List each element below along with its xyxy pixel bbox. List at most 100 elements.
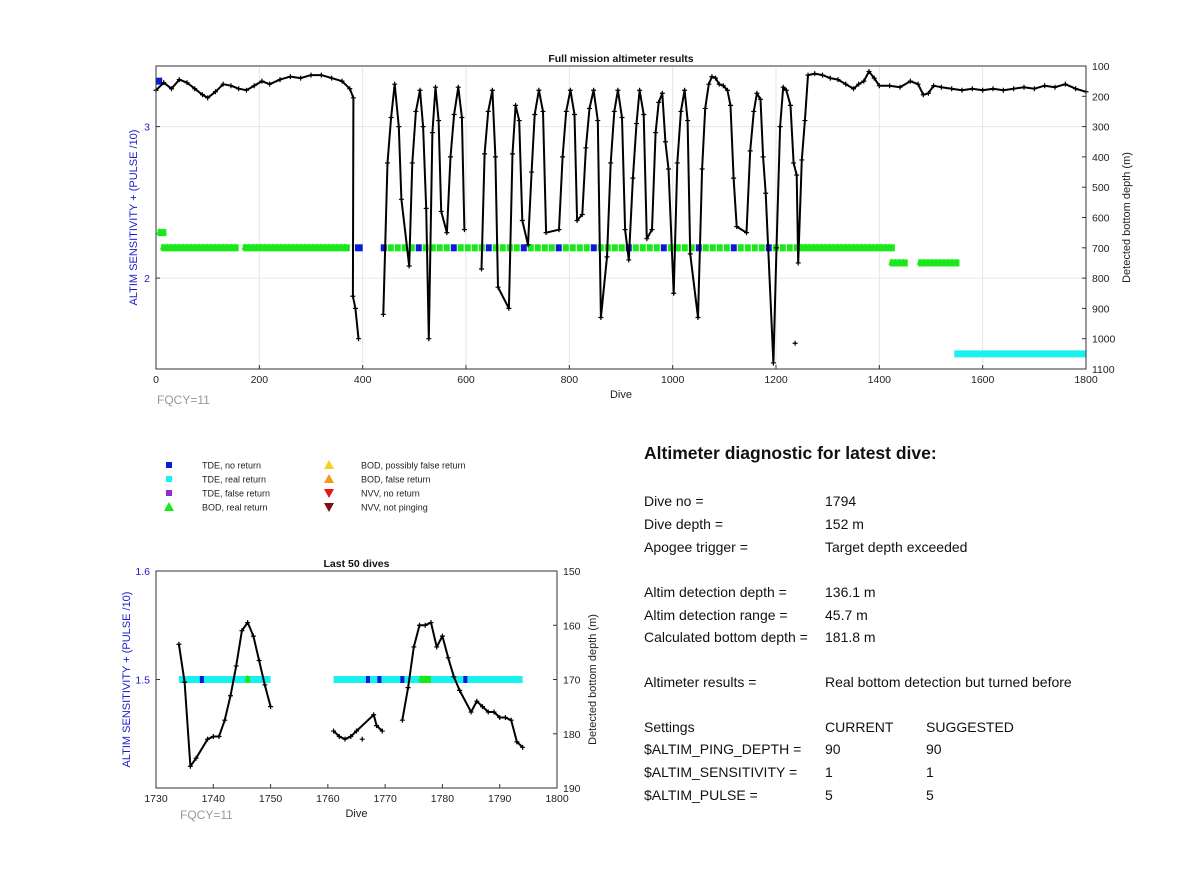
bottom-depth-point: [980, 87, 986, 93]
bottom-depth-point: [482, 151, 488, 157]
altimeter-segment-mixed: [562, 244, 569, 252]
bottom-depth-point: [529, 169, 535, 175]
bottom-depth-point: [787, 102, 793, 108]
dive-depth-label: Dive depth =: [644, 516, 723, 532]
bottom-depth-point: [560, 154, 566, 160]
bottom-depth-point: [666, 166, 672, 172]
bod-marker: [244, 675, 252, 682]
bottom-depth-point: [791, 160, 797, 166]
y-right-tick-label: 700: [1092, 243, 1110, 255]
x-tick-label: 1740: [202, 793, 226, 805]
bottom-depth-point: [468, 709, 474, 715]
x-axis-label: Dive: [610, 389, 632, 401]
bottom-depth-point: [709, 74, 715, 80]
altimeter-segment-tde_no_return: [156, 77, 163, 85]
y-right-tick-label: 170: [563, 675, 581, 687]
dive-no-value: 1794: [825, 493, 857, 509]
bottom-depth-point: [763, 190, 769, 196]
bottom-depth-point: [457, 687, 463, 693]
bottom-depth-point: [200, 92, 205, 98]
bottom-depth-point: [907, 78, 913, 84]
bottom-depth-point: [210, 733, 216, 739]
bottom-depth-point: [485, 709, 491, 715]
altimeter-segment-mixed: [450, 244, 457, 252]
legend-marker-triangle-up: [324, 460, 334, 469]
bottom-depth-point: [474, 698, 480, 704]
altimeter-segment-tde_no_return: [199, 676, 204, 683]
bottom-depth-point: [417, 622, 423, 628]
bottom-depth-point: [969, 86, 975, 92]
bottom-depth-point: [856, 81, 862, 87]
legend-marker-square: [166, 462, 172, 468]
x-tick-label: 1600: [971, 374, 995, 386]
y-right-tick-label: 800: [1092, 273, 1110, 285]
bottom-depth-point: [413, 108, 419, 114]
legend-label: NVV, no return: [361, 489, 420, 499]
bottom-depth-point: [444, 230, 450, 236]
x-tick-label: 1000: [661, 374, 685, 386]
altimeter-segment-mixed: [415, 244, 422, 252]
bottom-depth-point: [182, 679, 188, 685]
bottom-depth-point: [1052, 84, 1058, 90]
x-tick-label: 1800: [1074, 374, 1098, 386]
altimeter-segment-mixed: [457, 244, 464, 252]
bottom-depth-point: [591, 87, 597, 93]
bottom-depth-point: [348, 733, 354, 739]
altimeter-segment-tde_no_return: [377, 676, 382, 683]
altimeter-segment-mixed: [751, 244, 758, 252]
y-right-tick-label: 500: [1092, 182, 1110, 194]
legend-label: BOD, false return: [361, 475, 431, 485]
bottom-depth-point: [423, 205, 429, 211]
setting-current: 5: [825, 787, 833, 803]
x-tick-label: 1800: [545, 793, 569, 805]
bottom-depth-point: [586, 105, 592, 111]
bottom-depth-point: [579, 211, 585, 217]
altimeter-segment-tde_no_return: [463, 676, 468, 683]
settings-header: Settings: [644, 719, 695, 735]
bottom-depth-point: [695, 314, 701, 320]
bottom-depth-point: [1073, 86, 1079, 92]
bottom-depth-point: [925, 90, 931, 96]
setting-name: $ALTIM_SENSITIVITY =: [644, 764, 798, 780]
bottom-depth-point: [777, 124, 783, 130]
setting-suggested: 5: [926, 787, 934, 803]
bottom-depth-point: [897, 84, 903, 90]
bottom-depth-point: [243, 87, 249, 93]
bottom-depth-point: [720, 83, 726, 89]
bottom-depth-point: [411, 644, 417, 650]
legend-marker-square: [166, 476, 172, 482]
bottom-depth-point: [876, 83, 882, 89]
bod-marker: [885, 243, 893, 250]
bottom-depth-point: [409, 160, 415, 166]
bottom-depth-point: [820, 72, 825, 78]
setting-row: $ALTIM_SENSITIVITY = 1 1: [644, 764, 1184, 782]
altimeter-segment-mixed: [408, 244, 415, 252]
dive-depth-value: 152 m: [825, 516, 864, 532]
bottom-depth-point: [236, 86, 242, 92]
bottom-depth-point: [222, 717, 228, 723]
bottom-depth-point: [519, 218, 525, 224]
bottom-depth-point: [678, 108, 684, 114]
bottom-depth-point: [239, 628, 245, 634]
y-right-tick-label: 100: [1092, 61, 1110, 73]
bottom-depth-point: [422, 622, 428, 628]
dive-no-label: Dive no =: [644, 493, 704, 509]
apogee-trigger-value: Target depth exceeded: [825, 539, 968, 555]
bottom-depth-point: [671, 290, 677, 296]
bottom-depth-point: [193, 755, 199, 761]
altimeter-segment-mixed: [695, 244, 702, 252]
bottom-depth-point: [250, 633, 256, 639]
bottom-depth-point: [731, 175, 737, 181]
y-right-axis-label: Detected bottom depth (m): [587, 614, 599, 745]
setting-name: $ALTIM_PING_DEPTH =: [644, 741, 802, 757]
x-tick-label: 1200: [764, 374, 788, 386]
bottom-depth-point: [682, 87, 688, 93]
bottom-depth-point: [480, 704, 486, 710]
bottom-depth-point: [429, 130, 435, 136]
detection-depth-value: 136.1 m: [825, 584, 876, 600]
altimeter-segment-mixed: [422, 244, 429, 252]
bottom-depth-point: [267, 81, 273, 87]
altimeter-segment-mixed: [681, 244, 688, 252]
bottom-depth-point: [780, 84, 786, 90]
detection-range-label: Altim detection range =: [644, 607, 788, 623]
